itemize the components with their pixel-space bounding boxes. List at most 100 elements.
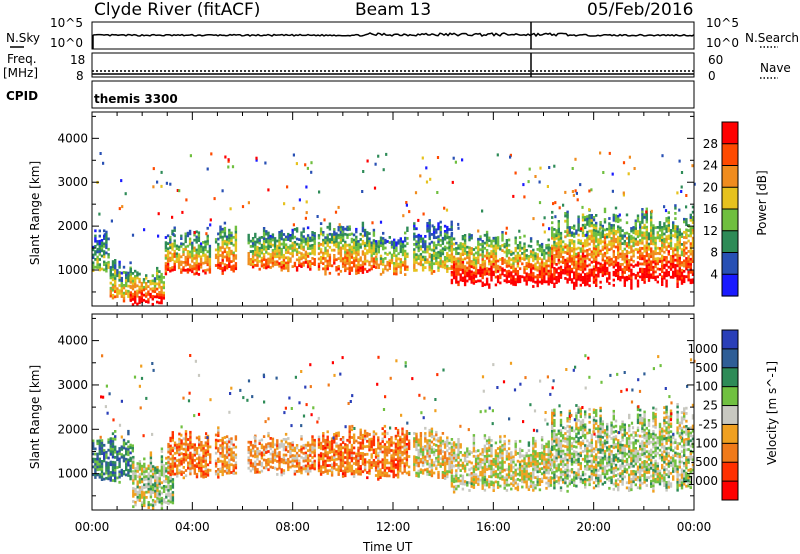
- data-cell: [450, 233, 453, 237]
- data-cell: [623, 260, 626, 264]
- data-cell: [559, 239, 563, 243]
- data-cell: [230, 452, 233, 456]
- data-cell: [691, 281, 695, 284]
- data-cell: [221, 259, 224, 262]
- data-cell: [262, 240, 266, 243]
- data-cell: [122, 444, 126, 447]
- data-cell: [223, 441, 227, 445]
- data-cell: [254, 452, 257, 456]
- data-cell: [322, 233, 325, 237]
- data-cell: [348, 464, 351, 468]
- data-cell: [466, 251, 469, 254]
- data-cell: [187, 438, 190, 441]
- data-cell: [287, 266, 290, 270]
- data-cell: [129, 278, 132, 282]
- data-cell: [219, 235, 222, 239]
- data-cell: [256, 470, 259, 474]
- y-tick-label: 2000: [57, 219, 88, 233]
- data-cell: [680, 261, 684, 264]
- data-cell: [326, 453, 329, 457]
- data-cell: [254, 264, 257, 267]
- data-cell: [333, 456, 336, 460]
- data-cell: [597, 261, 600, 265]
- data-cell: [503, 274, 506, 277]
- data-cell: [577, 272, 580, 276]
- data-cell: [413, 253, 416, 257]
- data-cell: [105, 453, 108, 457]
- data-cell: [536, 248, 539, 251]
- data-cell: [103, 451, 106, 455]
- data-cell: [477, 243, 480, 246]
- data-cell: [204, 451, 207, 455]
- data-cell: [488, 267, 491, 271]
- data-cell: [540, 271, 544, 275]
- data-cell: [661, 257, 664, 260]
- data-cell: [566, 215, 569, 219]
- data-cell: [543, 275, 546, 278]
- data-cell: [437, 256, 440, 259]
- data-cell: [485, 269, 489, 273]
- data-cell: [184, 448, 188, 452]
- data-cell: [195, 475, 199, 479]
- data-cell: [298, 256, 301, 260]
- data-cell: [625, 236, 629, 240]
- data-cell: [619, 226, 622, 230]
- data-cell: [639, 267, 642, 271]
- data-cell: [413, 222, 416, 225]
- data-cell: [619, 244, 622, 248]
- sparse-cell: [247, 201, 250, 205]
- data-cell: [221, 436, 224, 440]
- data-cell: [450, 260, 454, 264]
- data-cell: [109, 439, 112, 443]
- data-cell: [114, 274, 117, 278]
- data-cell: [540, 263, 544, 267]
- data-cell: [656, 259, 659, 263]
- data-cell: [134, 295, 137, 299]
- data-cell: [129, 273, 132, 276]
- data-cell: [193, 448, 196, 452]
- data-cell: [304, 250, 308, 254]
- data-cell: [678, 238, 681, 242]
- data-cell: [100, 447, 104, 450]
- data-cell: [536, 261, 539, 264]
- data-cell: [643, 247, 646, 250]
- data-cell: [672, 273, 675, 277]
- data-cell: [457, 270, 460, 274]
- data-cell: [217, 242, 220, 246]
- data-cell: [103, 454, 106, 458]
- data-cell: [120, 474, 123, 477]
- data-cell: [538, 249, 542, 253]
- data-cell: [122, 438, 126, 442]
- data-cell: [592, 252, 596, 256]
- data-cell: [628, 264, 631, 267]
- data-cell: [164, 236, 168, 239]
- data-cell: [171, 470, 174, 473]
- data-cell: [368, 242, 371, 246]
- data-cell: [516, 270, 520, 273]
- data-cell: [485, 251, 489, 255]
- data-cell: [197, 267, 201, 271]
- data-cell: [674, 204, 677, 207]
- data-cell: [273, 260, 277, 264]
- data-cell: [645, 238, 648, 242]
- data-cell: [477, 253, 480, 257]
- data-cell: [221, 256, 224, 260]
- data-cell: [652, 242, 655, 246]
- data-cell: [494, 241, 498, 245]
- data-cell: [219, 459, 222, 463]
- data-cell: [424, 250, 427, 254]
- data-cell: [457, 252, 460, 255]
- data-cell: [339, 236, 343, 239]
- data-cell: [492, 247, 495, 251]
- data-cell: [339, 251, 343, 255]
- data-cell: [197, 239, 201, 242]
- data-cell: [588, 279, 591, 282]
- data-cell: [221, 444, 224, 448]
- data-cell: [109, 294, 112, 298]
- data-cell: [496, 246, 500, 250]
- data-cell: [254, 439, 257, 443]
- data-cell: [428, 221, 431, 225]
- data-cell: [300, 455, 303, 459]
- data-cell: [581, 252, 585, 256]
- data-cell: [140, 300, 143, 303]
